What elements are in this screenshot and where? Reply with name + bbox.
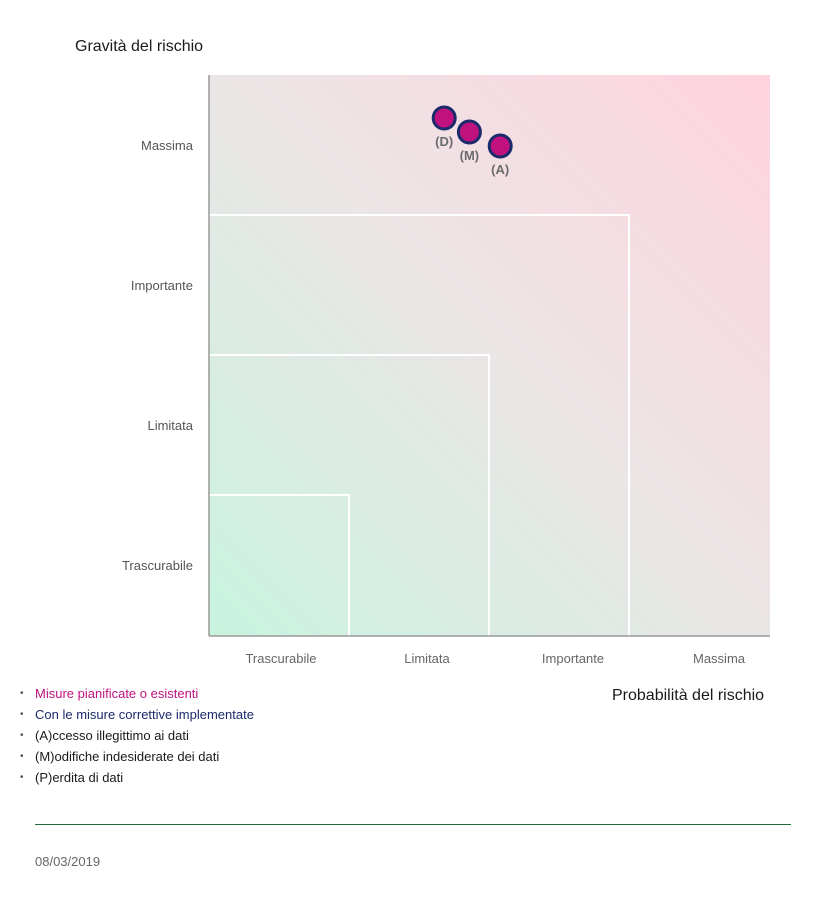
- y-axis-title: Gravità del rischio: [75, 38, 204, 55]
- legend-item-corrective-measures: Con le misure correttive implementate: [20, 706, 254, 727]
- x-tick-label: Importante: [541, 651, 605, 666]
- legend-item-illegitimate-access: (A)ccesso illegittimo ai dati: [20, 727, 254, 748]
- legend-item-unwanted-modification: (M)odifiche indesiderate dei dati: [20, 748, 254, 769]
- region-boundary-high: [209, 214, 630, 636]
- legend: Misure pianificate o esistenti Con le mi…: [20, 685, 254, 790]
- x-tick-label: Limitata: [404, 651, 450, 666]
- legend-item-data-loss: (P)erdita di dati: [20, 769, 254, 790]
- data-point-marker: [431, 105, 457, 131]
- x-tick-label: Trascurabile: [245, 651, 317, 666]
- y-tick-label: Importante: [130, 278, 193, 293]
- footer-date: 08/03/2019: [35, 854, 101, 869]
- x-axis-title: Probabilità del rischio: [612, 687, 765, 704]
- data-point-label: (A): [491, 162, 509, 177]
- x-tick-label: Massima: [692, 651, 746, 666]
- data-points: (D) (M) (A): [431, 105, 513, 177]
- data-point-label: (D): [435, 134, 453, 149]
- region-boundary-low: [209, 494, 350, 636]
- data-point-marker: [487, 133, 513, 159]
- data-point-marker: [456, 119, 482, 145]
- y-tick-label: Trascurabile: [121, 558, 193, 573]
- y-tick-label: Limitata: [147, 418, 193, 433]
- data-point-label: (M): [460, 148, 480, 163]
- region-boundary-medium: [209, 354, 490, 636]
- y-tick-label: Massima: [140, 138, 193, 153]
- legend-item-planned-measures: Misure pianificate o esistenti: [20, 685, 254, 706]
- footer-divider: [35, 824, 791, 825]
